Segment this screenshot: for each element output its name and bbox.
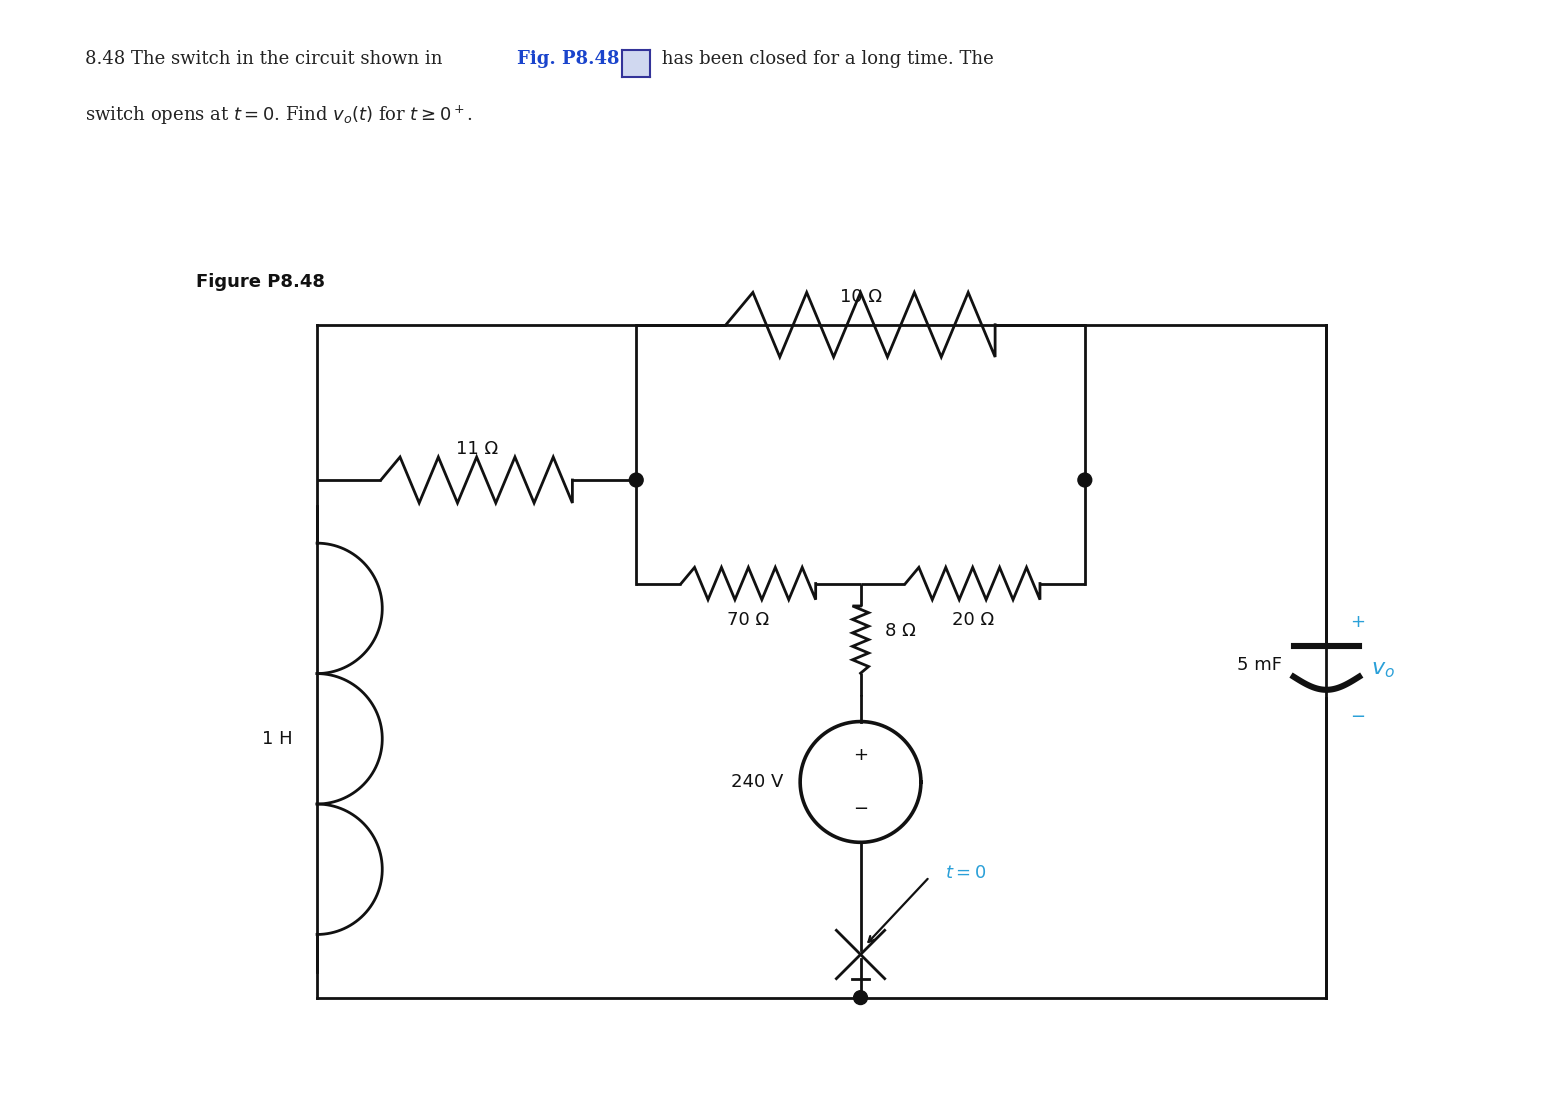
Text: 5 mF: 5 mF [1237,656,1282,674]
Circle shape [1079,473,1091,487]
Text: 11 Ω: 11 Ω [456,440,498,458]
Text: 240 V: 240 V [731,773,782,791]
Text: 8 Ω: 8 Ω [885,622,916,640]
Text: 20 Ω: 20 Ω [951,612,993,629]
Text: has been closed for a long time. The: has been closed for a long time. The [656,50,995,67]
Text: Fig. P8.48: Fig. P8.48 [517,50,619,67]
Text: −: − [854,800,868,818]
Text: +: + [1350,614,1366,632]
Text: 8.48 The switch in the circuit shown in: 8.48 The switch in the circuit shown in [85,50,449,67]
Text: $v_o$: $v_o$ [1372,660,1395,680]
Text: 10 Ω: 10 Ω [840,288,882,305]
Text: Figure P8.48: Figure P8.48 [196,272,326,291]
Circle shape [630,473,643,487]
Text: $t = 0$: $t = 0$ [945,864,987,881]
Text: 1 H: 1 H [262,730,293,748]
Text: 70 Ω: 70 Ω [728,612,770,629]
Text: −: − [1350,708,1366,727]
Text: +: + [854,745,868,764]
Circle shape [854,991,868,1004]
Text: switch opens at $t = 0$. Find $v_o(t)$ for $t \geq 0^+$.: switch opens at $t = 0$. Find $v_o(t)$ f… [85,104,473,127]
